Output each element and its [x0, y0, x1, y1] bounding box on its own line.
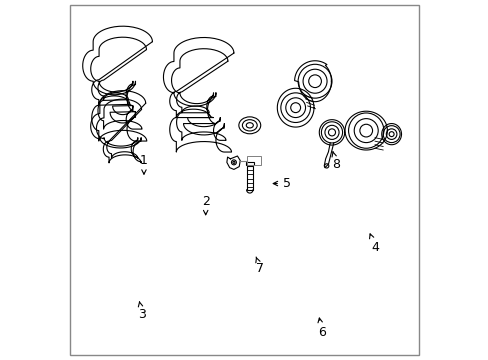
- Bar: [245, 162, 253, 165]
- Bar: [246, 166, 252, 190]
- Text: 3: 3: [138, 302, 146, 320]
- Text: 6: 6: [317, 318, 325, 339]
- Bar: [246, 156, 260, 165]
- Text: 5: 5: [273, 177, 290, 190]
- Text: 1: 1: [140, 154, 147, 174]
- Text: 4: 4: [369, 234, 378, 253]
- Text: 8: 8: [331, 152, 340, 171]
- Text: 2: 2: [202, 195, 209, 215]
- Text: 7: 7: [255, 257, 264, 275]
